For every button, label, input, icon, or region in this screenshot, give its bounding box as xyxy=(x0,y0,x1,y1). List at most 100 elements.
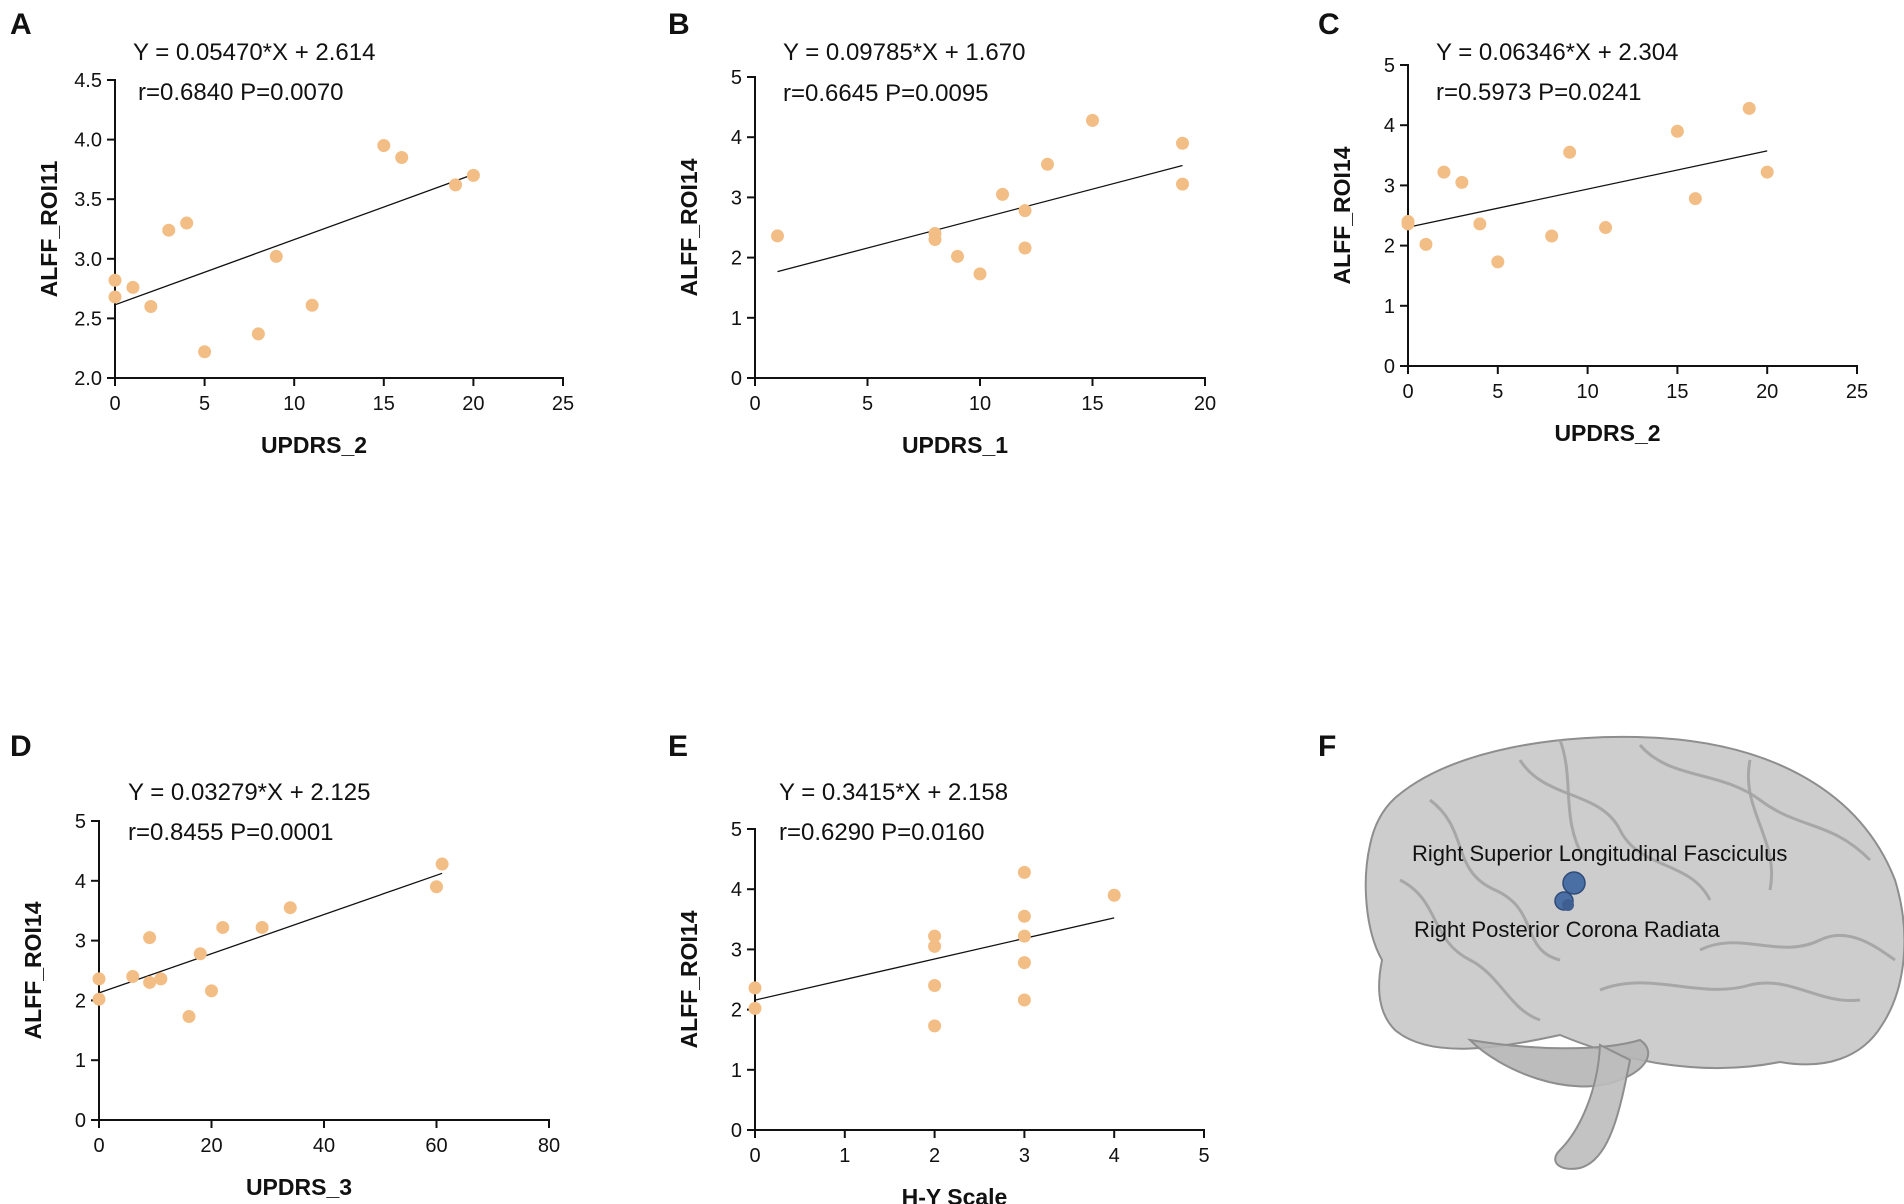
data-point xyxy=(996,187,1009,201)
y-axis-title: ALFF_ROI14 xyxy=(1329,146,1355,284)
data-point xyxy=(1018,241,1032,255)
y-tick-label: 1 xyxy=(731,1060,742,1082)
regression-line xyxy=(114,173,474,306)
data-point xyxy=(1491,255,1505,269)
data-point xyxy=(435,857,449,871)
x-tick-label: 5 xyxy=(1492,381,1503,403)
data-point xyxy=(748,981,762,995)
x-tick-label: 0 xyxy=(749,1145,760,1167)
regression-equation: Y = 0.3415*X + 2.158 xyxy=(779,779,1008,806)
x-tick-label: 15 xyxy=(1666,381,1688,403)
y-axis-title: ALFF_ROI14 xyxy=(20,901,46,1039)
y-tick-label: 5 xyxy=(731,819,742,841)
correlation-stats: r=0.8455 P=0.0001 xyxy=(128,819,334,846)
data-point xyxy=(973,267,987,281)
data-point xyxy=(1107,888,1121,902)
x-tick-label: 0 xyxy=(1402,381,1413,403)
y-tick-label: 1 xyxy=(731,308,742,330)
x-tick-label: 10 xyxy=(1576,381,1598,403)
data-point xyxy=(1473,217,1487,231)
x-tick-label: 60 xyxy=(425,1135,447,1157)
regression-line xyxy=(754,917,1115,1001)
regression-equation: Y = 0.05470*X + 2.614 xyxy=(133,39,375,66)
y-tick-label: 4 xyxy=(75,871,86,893)
data-point xyxy=(1086,113,1099,127)
brain-stem xyxy=(1554,1043,1632,1170)
x-axis-title: H-Y Scale xyxy=(902,1184,1008,1204)
x-tick-label: 2 xyxy=(929,1145,940,1167)
scatter-panels: A Y = 0.05470*X + 2.614 r=0.6840 P=0.0070 0… xyxy=(10,8,1868,1204)
data-point xyxy=(108,290,122,304)
y-axis-title: ALFF_ROI14 xyxy=(676,910,702,1048)
correlation-stats: r=0.6645 P=0.0095 xyxy=(783,80,989,107)
x-tick-label: 15 xyxy=(373,393,395,415)
data-point xyxy=(154,972,168,986)
data-point xyxy=(771,229,784,243)
data-point xyxy=(395,150,409,164)
x-tick-label: 20 xyxy=(200,1135,222,1157)
label-posterior-corona-radiata: Right Posterior Corona Radiata xyxy=(1414,917,1720,942)
data-point xyxy=(1401,217,1415,231)
data-point xyxy=(1017,865,1031,879)
y-tick-label: 5 xyxy=(1384,55,1395,77)
x-tick-label: 4 xyxy=(1109,1145,1120,1167)
data-point xyxy=(1017,909,1031,923)
data-point xyxy=(1017,929,1031,943)
data-point xyxy=(255,920,269,934)
data-point xyxy=(269,249,283,263)
x-axis-title: UPDRS_1 xyxy=(902,432,1008,458)
y-tick-label: 2.0 xyxy=(74,368,102,390)
data-point xyxy=(126,969,140,983)
data-point xyxy=(251,327,265,341)
data-point xyxy=(928,979,942,993)
y-tick-label: 2 xyxy=(731,248,742,270)
data-point xyxy=(1176,177,1189,191)
data-point xyxy=(108,273,122,287)
panel-letter-d: D xyxy=(10,730,32,763)
x-tick-label: 20 xyxy=(1756,381,1778,403)
data-point xyxy=(1041,157,1054,171)
x-tick-label: 25 xyxy=(552,393,574,415)
panel-letter-f: F xyxy=(1318,730,1336,763)
y-tick-label: 1 xyxy=(1384,296,1395,318)
y-tick-label: 2.5 xyxy=(74,308,102,330)
data-point xyxy=(1599,221,1613,235)
data-point xyxy=(951,249,964,263)
y-tick-label: 0 xyxy=(1384,356,1395,378)
panel-letter-e: E xyxy=(668,730,688,763)
regression-equation: Y = 0.09785*X + 1.670 xyxy=(783,39,1025,66)
x-tick-label: 0 xyxy=(93,1135,104,1157)
data-point xyxy=(126,280,140,294)
node-superior-longitudinal-fasciculus xyxy=(1562,871,1586,895)
regression-line xyxy=(777,164,1183,273)
x-tick-label: 0 xyxy=(109,393,120,415)
panel-d: D Y = 0.03279*X + 2.125 r=0.8455 P=0.0001 0… xyxy=(10,730,560,1200)
data-point xyxy=(1545,229,1559,243)
y-tick-label: 3 xyxy=(1384,175,1395,197)
label-superior-longitudinal-fasciculus: Right Superior Longitudinal Fasciculus xyxy=(1412,841,1787,866)
y-tick-label: 3 xyxy=(731,939,742,961)
data-point xyxy=(1017,993,1031,1007)
y-tick-label: 3 xyxy=(731,187,742,209)
data-point xyxy=(928,233,942,247)
panel-e: E Y = 0.3415*X + 2.158 r=0.6290 P=0.0160 0 1… xyxy=(668,730,1210,1204)
data-point xyxy=(1760,165,1774,179)
data-point xyxy=(283,901,297,915)
data-point xyxy=(1419,237,1433,251)
data-point xyxy=(216,920,230,934)
data-point xyxy=(466,168,480,182)
data-point xyxy=(205,984,218,998)
data-point xyxy=(1455,175,1469,189)
y-tick-label: 3 xyxy=(75,931,86,953)
y-tick-label: 4 xyxy=(731,127,742,149)
x-tick-label: 25 xyxy=(1846,381,1868,403)
data-point xyxy=(144,299,158,313)
data-point xyxy=(748,1001,762,1015)
x-tick-label: 15 xyxy=(1081,393,1103,415)
data-point xyxy=(180,216,194,230)
regression-line xyxy=(98,872,443,994)
regression-equation: Y = 0.03279*X + 2.125 xyxy=(128,779,370,806)
data-point xyxy=(193,947,207,961)
y-tick-label: 0 xyxy=(731,368,742,390)
y-tick-label: 2 xyxy=(75,990,86,1012)
